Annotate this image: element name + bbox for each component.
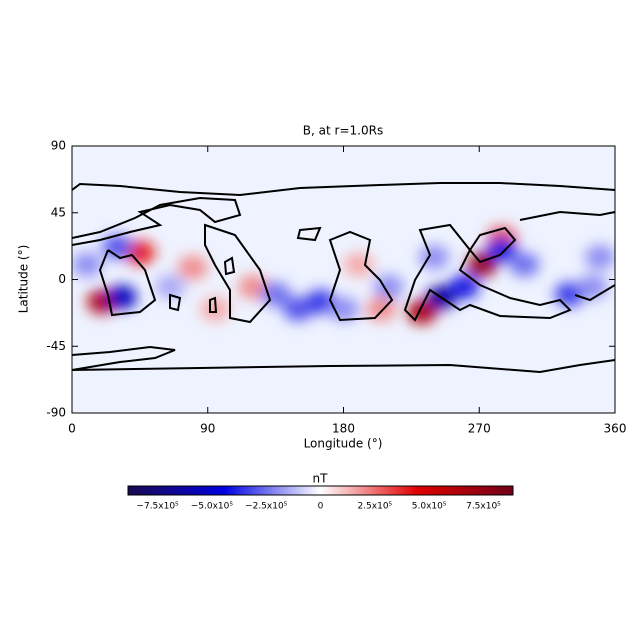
field-sample bbox=[584, 245, 615, 270]
field-sample bbox=[102, 234, 133, 259]
field-sample bbox=[283, 297, 314, 322]
field-sample bbox=[124, 240, 155, 265]
contour bbox=[204, 223, 272, 324]
field-sample bbox=[260, 282, 291, 307]
colorbar-tick-label: 2.5x10⁵ bbox=[357, 502, 392, 512]
contour bbox=[328, 230, 394, 322]
zero-contours bbox=[72, 182, 615, 374]
x-tick-label: 270 bbox=[468, 422, 491, 436]
field-sample bbox=[238, 274, 268, 299]
field-sample bbox=[449, 274, 480, 299]
y-tick-label: 0 bbox=[58, 272, 66, 286]
colorbar-tick-label: 0 bbox=[318, 502, 324, 512]
x-tick-label: 0 bbox=[68, 422, 76, 436]
colorbar-tick-label: 7.5x10⁵ bbox=[466, 502, 501, 512]
field-sample bbox=[509, 252, 540, 277]
field-sample bbox=[577, 274, 608, 299]
contour bbox=[403, 223, 572, 322]
field bbox=[72, 225, 615, 325]
y-tick-label: 45 bbox=[51, 205, 66, 219]
contour bbox=[468, 226, 517, 264]
colorbar-tick-label: −5.0x10⁵ bbox=[191, 502, 234, 512]
field-sample bbox=[328, 297, 359, 322]
colorbar-tick-label: −2.5x10⁵ bbox=[245, 502, 288, 512]
x-tick-label: 180 bbox=[332, 422, 355, 436]
field-sample bbox=[486, 237, 517, 262]
x-tick-label: 90 bbox=[200, 422, 215, 436]
y-tick-label: -45 bbox=[46, 339, 66, 353]
field-sample bbox=[177, 255, 208, 280]
y-axis-label: Latitude (°) bbox=[17, 245, 31, 314]
field-sample bbox=[554, 282, 585, 307]
contour bbox=[98, 249, 157, 317]
contour bbox=[72, 196, 242, 246]
field-sample bbox=[72, 252, 103, 277]
contour bbox=[169, 226, 322, 313]
field-sample bbox=[155, 274, 186, 299]
field-sample bbox=[106, 285, 137, 310]
colorbar-tick-label: −7.5x10⁵ bbox=[136, 502, 179, 512]
x-tick-label: 360 bbox=[604, 422, 627, 436]
contour bbox=[519, 210, 615, 302]
colorbar-tick-label: 5.0x10⁵ bbox=[412, 502, 447, 512]
axes: 0 90 180 270 360 -90 -45 0 45 90 −7.5x10⁵ −5.0x10⁵ −… bbox=[46, 139, 626, 512]
colorbar bbox=[127, 485, 514, 496]
y-tick-label: -90 bbox=[46, 406, 66, 420]
chart-title: B, at r=1.0Rs bbox=[303, 124, 383, 138]
field-sample bbox=[419, 245, 449, 270]
contour bbox=[72, 182, 615, 197]
x-axis-label: Longitude (°) bbox=[304, 437, 383, 451]
field-sample bbox=[343, 252, 374, 277]
colorbar-label: nT bbox=[313, 472, 329, 486]
contour bbox=[72, 345, 615, 374]
y-tick-label: 90 bbox=[51, 139, 66, 153]
field-sample bbox=[305, 289, 336, 314]
